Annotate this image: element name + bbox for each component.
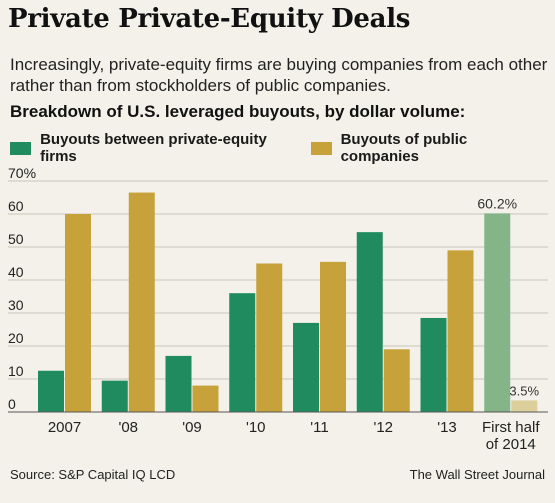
source-note: Source: S&P Capital IQ LCD [10,467,176,482]
legend-swatch-green [10,141,32,155]
bar-private-equity [356,232,383,412]
y-tick-label: 0 [8,396,16,412]
x-tick-label: '13 [437,419,457,436]
legend-label-private-equity: Buyouts between private-equity firms [40,131,267,165]
legend-item-private-equity: Buyouts between private-equity firms [10,131,297,165]
credit-note: The Wall Street Journal [409,467,545,482]
page-title: Private Private-Equity Deals [8,4,411,34]
x-tick-label: '10 [246,419,266,436]
x-tick-label: of 2014 [486,436,536,453]
y-tick-label: 40 [8,264,24,280]
y-tick-label: 20 [8,330,24,346]
bar-private-equity [293,322,319,412]
bar-private-equity [101,380,128,412]
y-tick-label: 60 [8,198,24,214]
bar-public-companies [256,263,283,412]
bar-public-companies [447,250,474,412]
bar-private-equity [229,293,256,412]
bar-private-equity [165,355,192,412]
y-tick-label: 70% [8,165,36,181]
data-label: 60.2% [477,195,517,211]
x-tick-label: '09 [182,419,202,436]
bar-public-companies [128,192,155,412]
bar-private-equity [484,213,511,412]
x-tick-label: '12 [373,419,393,436]
bar-public-companies [192,385,219,412]
bar-private-equity [38,370,64,412]
data-label: 3.5% [509,383,539,398]
legend: Buyouts between private-equity firms Buy… [10,131,555,165]
legend-label-public: Buyouts of public companies [340,131,468,165]
x-tick-label: First half [482,419,540,436]
x-tick-label: '08 [118,419,138,436]
x-tick-label: '11 [310,419,328,436]
y-tick-label: 50 [8,231,24,247]
legend-swatch-gold [310,141,332,155]
bar-chart: 70% 60 50 40 30 20 10 0 2007 '08 '09 '10 '11 '12 '13 Fi… [8,165,548,453]
x-tick-label: 2007 [48,419,81,436]
bar-public-companies [383,349,410,412]
y-tick-label: 30 [8,297,24,313]
legend-item-public: Buyouts of public companies [310,131,541,165]
bar-public-companies [511,400,538,412]
bar-public-companies [320,261,346,412]
bar-private-equity [420,317,447,412]
bar-public-companies [65,214,91,412]
subtitle: Increasingly, private-equity firms are b… [10,55,548,95]
y-tick-label: 10 [8,363,24,379]
chart-heading: Breakdown of U.S. leveraged buyouts, by … [10,102,466,121]
